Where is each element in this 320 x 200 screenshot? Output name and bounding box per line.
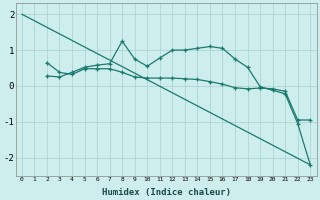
- X-axis label: Humidex (Indice chaleur): Humidex (Indice chaleur): [101, 188, 231, 197]
